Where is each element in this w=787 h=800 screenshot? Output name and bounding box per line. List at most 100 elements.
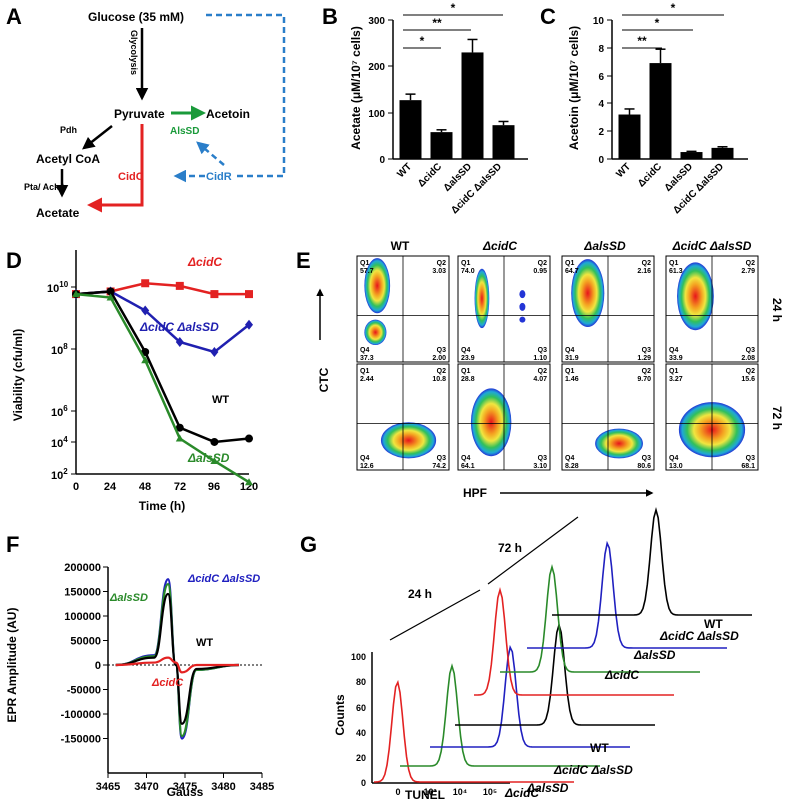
panel-e: E WT ΔcidC ΔalsSD ΔcidC ΔalsSD 24 h 72 h… [296, 239, 784, 500]
pta-label: Pta/ AckA [24, 182, 66, 192]
glucose-cidr-dashed [206, 13, 286, 178]
quadrant-name: Q2 [437, 368, 446, 375]
c-sig: ** [637, 34, 647, 48]
panel-label-b: B [322, 4, 338, 29]
glycolysis-label: Glycolysis [129, 30, 139, 75]
b-ylabel: Acetate (μM/10⁷ cells) [349, 26, 363, 150]
f-xlabel: Gauss [167, 785, 204, 799]
c-xlabel: WT [614, 161, 633, 180]
f-ylabel: EPR Amplitude (AU) [5, 608, 19, 723]
c-ylabel: Acetoin (μM/10⁷ cells) [567, 26, 581, 150]
quadrant-name: Q1 [669, 368, 678, 375]
quadrant-name: Q3 [437, 347, 446, 354]
g-xlabel: TUNEL [405, 788, 445, 800]
panel-label-e: E [296, 248, 311, 273]
f-ytick: 150000 [64, 587, 101, 599]
pyruvate-acetate-red [112, 124, 144, 207]
quadrant-value: 1.10 [533, 355, 547, 362]
panel-c: C Acetoin (μM/10⁷ cells) 0 2 4 6 8 10 WT… [540, 1, 748, 216]
c-ticks: 0 2 4 6 8 10 [593, 16, 612, 166]
c-sig: * [655, 16, 660, 30]
quadrant-name: Q3 [538, 455, 547, 462]
e-plots: Q157.7Q23.03Q437.3Q32.00Q174.0Q20.95Q423… [356, 255, 759, 471]
panel-g: G Counts 0 20 40 60 80 100 0 10³ 10⁴ 10⁵… [300, 507, 753, 800]
g-xtick: 10⁵ [483, 787, 497, 797]
data-point [245, 319, 253, 330]
quadrant-name: Q4 [360, 455, 369, 462]
quadrant-name: Q4 [669, 347, 678, 354]
density-blob [677, 262, 714, 331]
bar [399, 100, 422, 159]
d-series-label: ΔcidC ΔalsSD [139, 320, 219, 334]
data-point [141, 305, 150, 316]
histogram [400, 663, 600, 767]
c-tick: 6 [598, 72, 604, 83]
density-blob [470, 388, 512, 457]
e-col-header: WT [391, 239, 410, 253]
b-sig: * [451, 1, 456, 15]
f-ytick: -150000 [61, 734, 101, 746]
data-point [175, 423, 184, 432]
g-ytick: 20 [356, 753, 366, 763]
density-blob [364, 319, 387, 346]
d-series-label: ΔalsSD [187, 451, 230, 465]
quadrant-name: Q2 [437, 260, 446, 267]
quadrant-value: 3.10 [533, 463, 547, 470]
quadrant-value: 3.03 [432, 268, 446, 275]
c-tick: 10 [593, 16, 605, 27]
g-histograms [373, 507, 753, 783]
g-xticks: 0 10³ 10⁴ 10⁵ [395, 787, 497, 797]
panel-label-a: A [6, 4, 22, 29]
quadrant-value: 8.28 [565, 463, 579, 470]
quadrant-value: 2.16 [637, 268, 651, 275]
g-label-24: ΔalsSD [526, 781, 569, 795]
data-point [210, 290, 219, 299]
f-ytick: 200000 [64, 562, 101, 574]
histogram [455, 622, 656, 726]
e-ylabel: CTC [317, 367, 331, 392]
density-blob [571, 259, 605, 328]
c-tick: 2 [598, 127, 604, 138]
g-ytick: 100 [351, 652, 366, 662]
panel-label-d: D [6, 248, 22, 273]
quadrant-value: 31.9 [565, 355, 579, 362]
panel-f: F EPR Amplitude (AU) 200000 150000 100000 5… [5, 532, 274, 799]
histogram [552, 507, 753, 616]
quadrant-value: 2.44 [360, 376, 374, 383]
f-series-label: ΔcidC [151, 677, 184, 689]
c-tick: 8 [598, 44, 604, 55]
histogram [373, 679, 574, 783]
g-xtick: 10⁴ [453, 787, 467, 797]
quadrant-value: 1.46 [565, 376, 579, 383]
f-ytick: -100000 [61, 709, 101, 721]
quadrant-value: 37.3 [360, 355, 374, 362]
quadrant-value: 2.00 [432, 355, 446, 362]
quadrant-value: 3.27 [669, 376, 683, 383]
d-xtick: 24 [104, 481, 117, 493]
panel-label-g: G [300, 532, 317, 557]
g-ytick: 80 [356, 677, 366, 687]
g-label-72: ΔcidC ΔalsSD [659, 629, 739, 643]
quadrant-name: Q4 [461, 455, 470, 462]
panel-d: D Viability (cfu/ml) 1010 108 106 104 10… [6, 248, 258, 513]
epr-line [115, 592, 239, 725]
f-xtick: 3470 [134, 781, 158, 793]
series-line [75, 292, 250, 484]
b-xlabel: ΔcidC [416, 161, 444, 189]
f-series-label: ΔalsSD [109, 592, 148, 604]
quadrant-name: Q4 [461, 347, 470, 354]
quadrant-value: 4.07 [533, 376, 547, 383]
d-xtick: 72 [174, 481, 186, 493]
g-24h-line [389, 589, 481, 641]
quadrant-name: Q3 [746, 347, 755, 354]
quadrant-name: Q3 [746, 455, 755, 462]
series-line [75, 290, 250, 444]
g-ytick: 40 [356, 728, 366, 738]
b-xlabels: WT ΔcidC ΔalsSD ΔcidC ΔalsSD [395, 161, 504, 216]
b-sig: * [420, 34, 425, 48]
panel-b: B Acetate (μM/10⁷ cells) 0 100 200 300 W… [322, 1, 528, 216]
d-xtick: 0 [73, 481, 79, 493]
f-xtick: 3465 [96, 781, 120, 793]
quadrant-value: 10.8 [432, 376, 446, 383]
